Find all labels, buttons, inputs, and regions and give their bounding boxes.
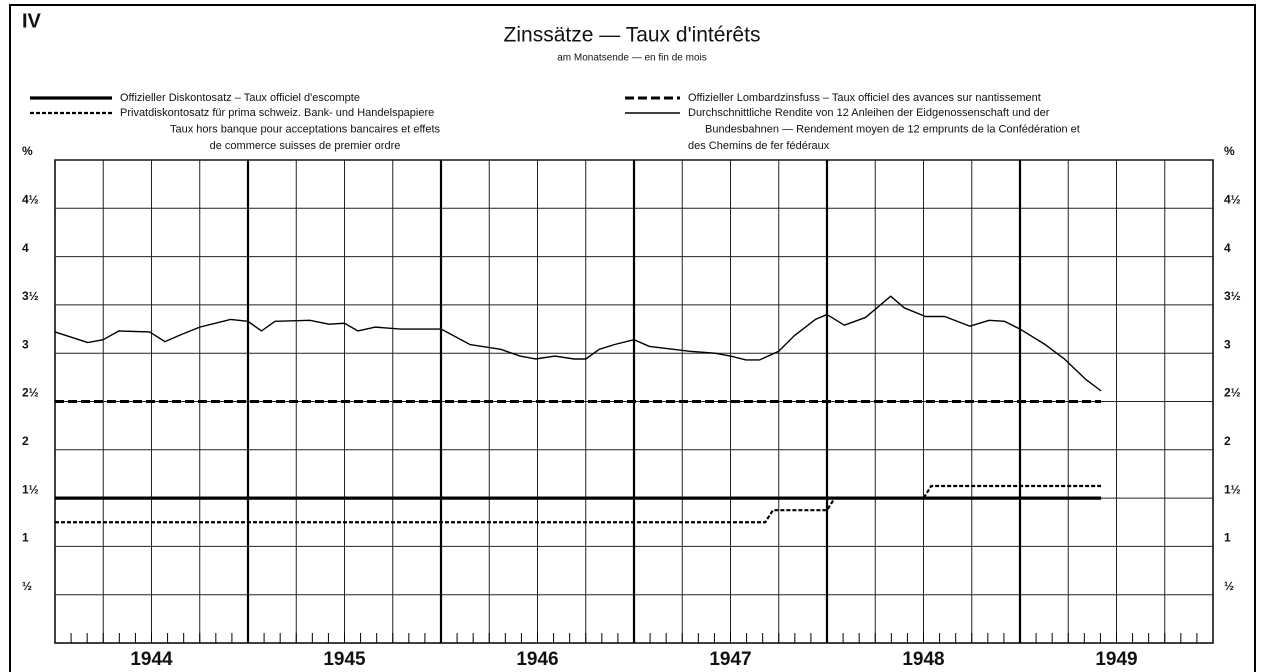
legend-label: Bundesbahnen — Rendement moyen de 12 emp… xyxy=(705,123,1080,135)
y-tick-label-right: 3 xyxy=(1224,337,1231,351)
y-tick-label: 4 xyxy=(22,241,29,255)
y-tick-label-right: 4 xyxy=(1224,241,1231,255)
x-tick-label: 1944 xyxy=(130,649,173,670)
y-tick-label: % xyxy=(22,144,33,158)
legend-label: Offizieller Lombardzinsfuss – Taux offic… xyxy=(688,92,1041,104)
y-tick-label-right: 2 xyxy=(1224,434,1231,448)
y-tick-label-right: ½ xyxy=(1224,579,1234,593)
y-tick-label-right: 2½ xyxy=(1224,386,1241,400)
legend-label: des Chemins de fer fédéraux xyxy=(688,140,830,152)
y-tick-label: 2½ xyxy=(22,386,39,400)
chart-title: Zinssätze — Taux d'intérêts xyxy=(504,24,761,47)
legend-label: Durchschnittliche Rendite von 12 Anleihe… xyxy=(688,107,1050,119)
legend-label: de commerce suisses de premier ordre xyxy=(210,140,401,152)
y-tick-label: 4½ xyxy=(22,192,39,206)
legend-label: Taux hors banque pour acceptations banca… xyxy=(170,123,441,135)
y-tick-label-right: 3½ xyxy=(1224,289,1241,303)
x-tick-label: 1947 xyxy=(709,649,751,670)
y-tick-label: ½ xyxy=(22,579,32,593)
x-tick-label: 1949 xyxy=(1095,649,1137,670)
legend-label: Privatdiskontosatz für prima schweiz. Ba… xyxy=(120,107,434,119)
y-tick-label-right: 1½ xyxy=(1224,482,1241,496)
series-line xyxy=(55,484,1102,524)
x-tick-label: 1948 xyxy=(902,649,944,670)
chart-subtitle: am Monatsende — en fin de mois xyxy=(557,53,707,64)
series-line xyxy=(54,295,1102,392)
frame xyxy=(9,4,1256,672)
y-tick-label-right: % xyxy=(1224,144,1235,158)
x-tick-label: 1945 xyxy=(323,649,366,670)
y-tick-label: 3½ xyxy=(22,289,39,303)
y-tick-label: 3 xyxy=(22,337,29,351)
y-tick-label-right: 4½ xyxy=(1224,192,1241,206)
x-tick-label: 1946 xyxy=(516,649,558,670)
legend-label: Offizieller Diskontosatz – Taux officiel… xyxy=(120,92,360,104)
y-tick-label: 1 xyxy=(22,531,29,545)
y-tick-label-right: 1 xyxy=(1224,531,1231,545)
y-tick-label: 2 xyxy=(22,434,29,448)
y-tick-label: 1½ xyxy=(22,482,39,496)
chart-label: IV xyxy=(22,10,42,32)
